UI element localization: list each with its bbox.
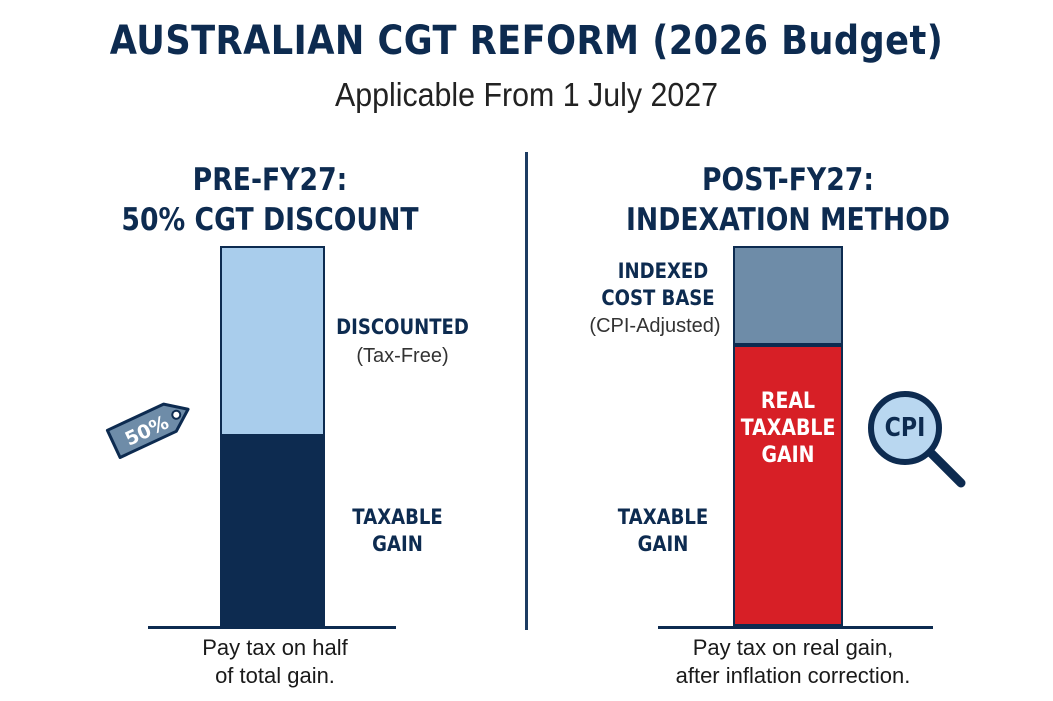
discounted-label: DISCOUNTED [336,315,469,339]
left-heading-line1: PRE-FY27: [192,162,348,198]
discounted-note: (Tax-Free) [356,345,449,367]
right-bar [733,246,843,626]
real-gain-label-line2: TAXABLE [740,416,836,441]
real-gain-label-line1: REAL [760,389,816,414]
discounted-segment [220,246,325,436]
left-taxable-label-line2: GAIN [372,532,423,556]
right-caption-line2: after inflation correction. [675,663,911,688]
left-caption-line2: of total gain. [215,663,335,688]
page-title: AUSTRALIAN CGT REFORM (2026 Budget) [109,18,944,64]
left-taxable-label-line1: TAXABLE [352,505,443,529]
indexed-note: (CPI-Adjusted) [589,315,721,337]
page-subtitle: Applicable From 1 July 2027 [334,76,719,113]
right-panel: POST-FY27: INDEXATION METHOD REAL TAXABL… [528,0,1053,701]
left-panel: PRE-FY27: 50% CGT DISCOUNT DISCOUNTED (T… [0,0,525,701]
left-heading-line2: 50% CGT DISCOUNT [121,202,419,238]
right-heading-line2: INDEXATION METHOD [625,202,951,238]
price-tag-icon [105,402,190,459]
right-baseline [658,626,933,629]
taxable-gain-segment [220,436,325,626]
left-baseline [148,626,396,629]
left-bar [220,246,325,626]
real-taxable-gain-segment [733,345,843,626]
magnifier-icon [868,391,966,488]
right-taxable-label-line1: TAXABLE [617,505,709,529]
right-taxable-label-line2: GAIN [637,532,689,556]
magnifier-label: CPI [884,413,926,443]
indexed-label-line2: COST BASE [601,286,715,310]
right-heading-line1: POST-FY27: [701,162,875,198]
panel-divider [525,152,528,630]
indexed-label-line1: INDEXED [617,259,709,283]
real-gain-label-line3: GAIN [761,443,815,468]
right-caption-line1: Pay tax on real gain, [692,635,894,660]
left-caption-line1: Pay tax on half [202,635,348,660]
indexed-cost-base-segment [733,246,843,345]
